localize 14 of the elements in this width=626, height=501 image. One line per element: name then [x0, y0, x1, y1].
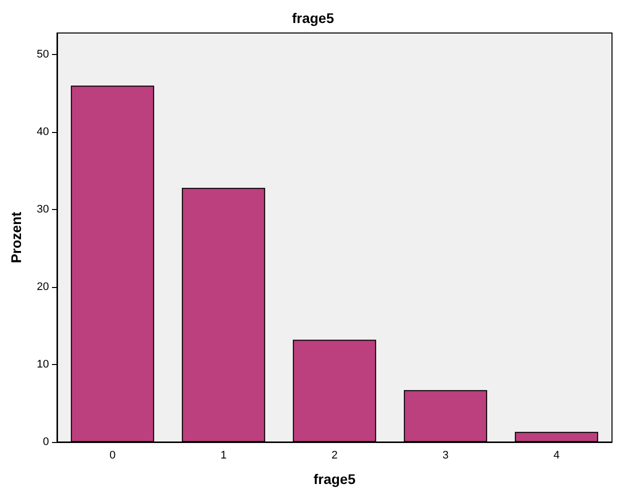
y-axis-title: Prozent [8, 211, 24, 264]
x-tick-label: 2 [331, 450, 338, 462]
y-tick-label: 0 [42, 436, 49, 448]
x-tick-label: 3 [442, 450, 449, 462]
chart-title: frage5 [292, 10, 334, 26]
y-tick-label: 20 [36, 281, 49, 294]
x-tick-label: 0 [109, 450, 116, 462]
x-tick-label: 1 [220, 450, 227, 462]
x-axis-title: frage5 [313, 471, 356, 487]
x-tick-label: 4 [553, 450, 560, 462]
y-tick-label: 50 [36, 48, 49, 61]
y-tick-label: 30 [36, 204, 49, 216]
y-tick-label: 10 [36, 358, 49, 371]
y-tick-label: 40 [36, 126, 49, 138]
